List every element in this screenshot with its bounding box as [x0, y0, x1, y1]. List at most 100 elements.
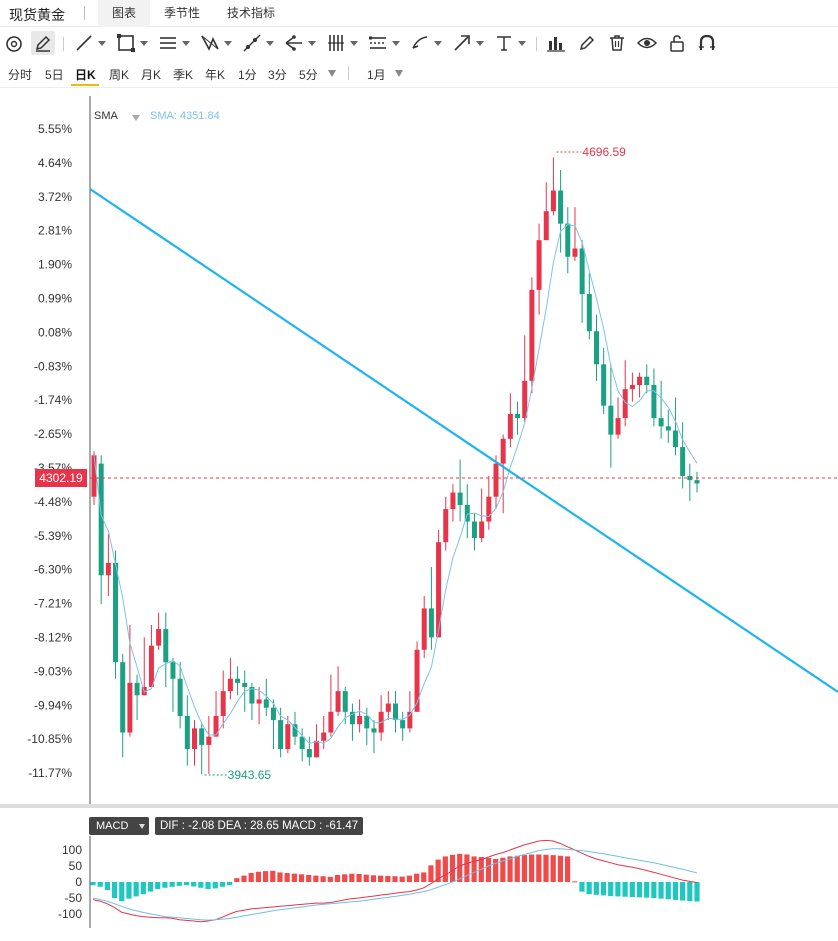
candle: [486, 496, 492, 522]
macd-histogram-bar: [90, 882, 96, 886]
y-axis-label: 0.99%: [38, 292, 72, 306]
candle: [594, 331, 599, 365]
y-axis-label: -1.74%: [34, 393, 72, 407]
period-weekly[interactable]: 周K: [109, 68, 130, 82]
candle: [292, 724, 298, 737]
pattern-icon[interactable]: [200, 31, 232, 55]
candle: [328, 711, 334, 733]
y-axis-label: 2.81%: [38, 224, 72, 238]
candle: [421, 608, 427, 650]
range-dropdown-icon[interactable]: [395, 70, 403, 77]
candle: [428, 608, 434, 638]
macd-histogram-bar: [680, 882, 686, 901]
macd-histogram-bar: [521, 855, 528, 882]
macd-histogram-bar: [543, 854, 549, 882]
period-3min[interactable]: 3分: [268, 68, 287, 82]
macd-histogram-bar: [140, 882, 146, 895]
sma-legend-label[interactable]: SMA: [94, 110, 118, 122]
candle: [113, 562, 119, 663]
levels-icon[interactable]: [368, 31, 400, 55]
line-icon[interactable]: [74, 31, 106, 55]
tab-technical-indicators[interactable]: 技术指标: [226, 6, 275, 20]
candle: [586, 293, 592, 332]
candle: [608, 405, 614, 435]
candle: [637, 376, 643, 385]
tab-chart[interactable]: 图表: [98, 0, 150, 27]
high-price-label: 4696.59: [582, 145, 626, 159]
parallel-lines-icon[interactable]: [158, 31, 190, 55]
pen-icon[interactable]: [577, 31, 597, 55]
sma-settings-dropdown-icon[interactable]: [132, 115, 140, 121]
macd-y-axis-label: 50: [69, 859, 83, 873]
candle: [278, 720, 284, 750]
period-1min[interactable]: 1分: [238, 68, 257, 82]
period-intraday[interactable]: 分时: [8, 68, 33, 82]
pencil-icon[interactable]: [31, 31, 55, 55]
macd-histogram-bar: [442, 856, 448, 882]
eye-icon[interactable]: [637, 31, 657, 55]
macd-histogram-bar: [428, 865, 434, 882]
candle: [515, 413, 521, 419]
y-axis-label: -8.12%: [34, 631, 72, 645]
minute-period-dropdown-icon[interactable]: [328, 70, 336, 77]
y-axis-label: -10.85%: [27, 732, 72, 746]
fork-icon[interactable]: [284, 31, 316, 55]
candle: [184, 715, 190, 750]
candle: [522, 380, 528, 419]
macd-histogram-bar: [219, 882, 226, 887]
macd-histogram-bar: [320, 876, 326, 882]
macd-histogram-bar: [536, 854, 542, 882]
tab-seasonality[interactable]: 季节性: [163, 6, 200, 20]
candle: [658, 418, 664, 427]
candle: [91, 455, 97, 497]
candle: [120, 662, 126, 733]
period-quarterly[interactable]: 季K: [173, 68, 194, 82]
candle: [601, 364, 607, 406]
macd-histogram-bar: [651, 882, 657, 898]
macd-histogram-bar: [500, 857, 506, 882]
period-daily[interactable]: 日K: [75, 68, 96, 82]
period-5min[interactable]: 5分: [299, 68, 318, 82]
macd-histogram-bar: [615, 882, 621, 897]
period-5day[interactable]: 5日: [45, 68, 64, 82]
candle: [385, 703, 391, 712]
magnet-icon[interactable]: [697, 31, 717, 55]
trash-icon[interactable]: [607, 31, 627, 55]
candle: [170, 662, 176, 679]
macd-histogram-bar: [550, 855, 556, 882]
macd-histogram-bar: [485, 858, 492, 882]
period-yearly[interactable]: 年K: [205, 68, 226, 82]
macd-histogram-bar: [104, 882, 110, 890]
y-axis-label: -4.48%: [34, 495, 72, 509]
candle: [680, 447, 686, 477]
circle-tool-icon[interactable]: [4, 31, 24, 55]
candle: [558, 190, 564, 224]
text-icon[interactable]: [494, 31, 526, 55]
range-select[interactable]: 1月: [367, 68, 386, 82]
macd-histogram-bar: [421, 872, 427, 882]
bar-stats-icon[interactable]: [546, 31, 566, 55]
macd-histogram-bar: [579, 882, 585, 892]
candle: [242, 682, 248, 688]
candle: [357, 715, 363, 725]
candle: [665, 426, 671, 431]
macd-histogram-bar: [593, 882, 599, 895]
macd-histogram-bar: [658, 882, 664, 899]
arrow-icon[interactable]: [452, 31, 484, 55]
candle: [644, 376, 650, 385]
candle: [199, 728, 205, 745]
macd-histogram-bar: [694, 882, 700, 902]
trendline-drawing[interactable]: [89, 188, 838, 693]
candle: [493, 463, 499, 497]
lock-icon[interactable]: [667, 31, 687, 55]
candle: [321, 732, 327, 741]
fib-bars-icon[interactable]: [326, 31, 358, 55]
tab-bar: 现货黄金 图表 季节性 技术指标: [0, 0, 838, 27]
ray-icon[interactable]: [242, 31, 274, 55]
brush-icon[interactable]: [410, 31, 442, 55]
macd-indicator-select[interactable]: MACD: [89, 817, 149, 835]
period-monthly[interactable]: 月K: [141, 68, 162, 82]
macd-histogram-bar: [600, 882, 607, 896]
rectangle-icon[interactable]: [116, 31, 148, 55]
